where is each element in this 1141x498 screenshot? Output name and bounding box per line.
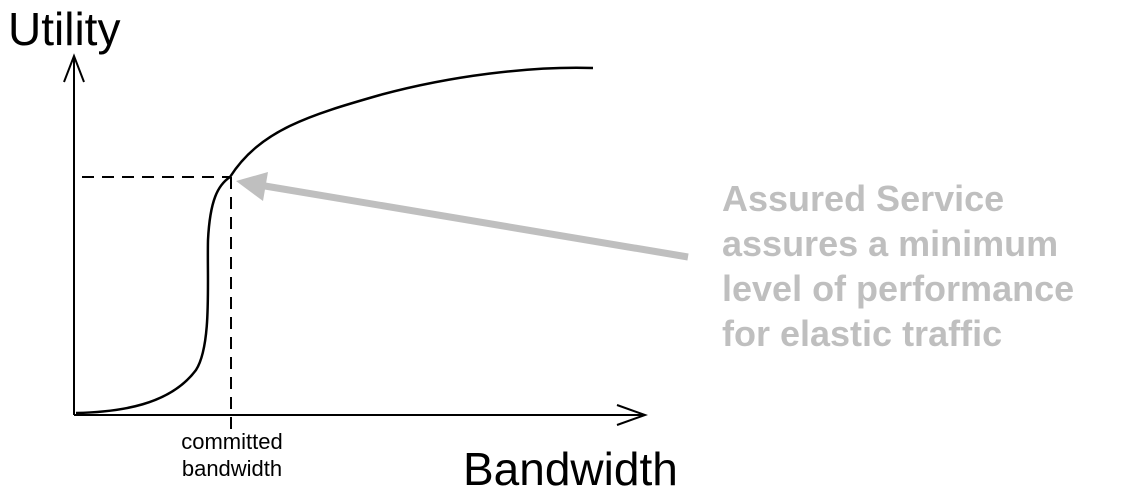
committed-bandwidth-label: committed bandwidth (165, 428, 299, 482)
y-axis-title: Utility (8, 3, 121, 55)
assured-service-callout: Assured Service assures a minimum level … (722, 176, 1137, 356)
committed-bandwidth-label-line-1: committed (181, 429, 283, 454)
callout-arrowhead (236, 172, 268, 201)
x-axis (74, 404, 648, 426)
x-axis-arrowhead (616, 404, 648, 426)
y-axis-arrowhead (63, 53, 85, 83)
committed-bandwidth-label-line-2: bandwidth (181, 456, 283, 481)
y-axis (63, 53, 85, 415)
callout-line-2: assures a minimum (722, 223, 1059, 264)
callout-line-4: for elastic traffic (722, 313, 1003, 354)
callout-line-3: level of performance (722, 268, 1075, 309)
utility-curve (75, 66, 594, 415)
callout-line-1: Assured Service (722, 178, 1005, 219)
callout-arrow (236, 172, 689, 261)
x-axis-title: Bandwidth (463, 443, 678, 495)
callout-arrow-shaft (264, 182, 689, 261)
